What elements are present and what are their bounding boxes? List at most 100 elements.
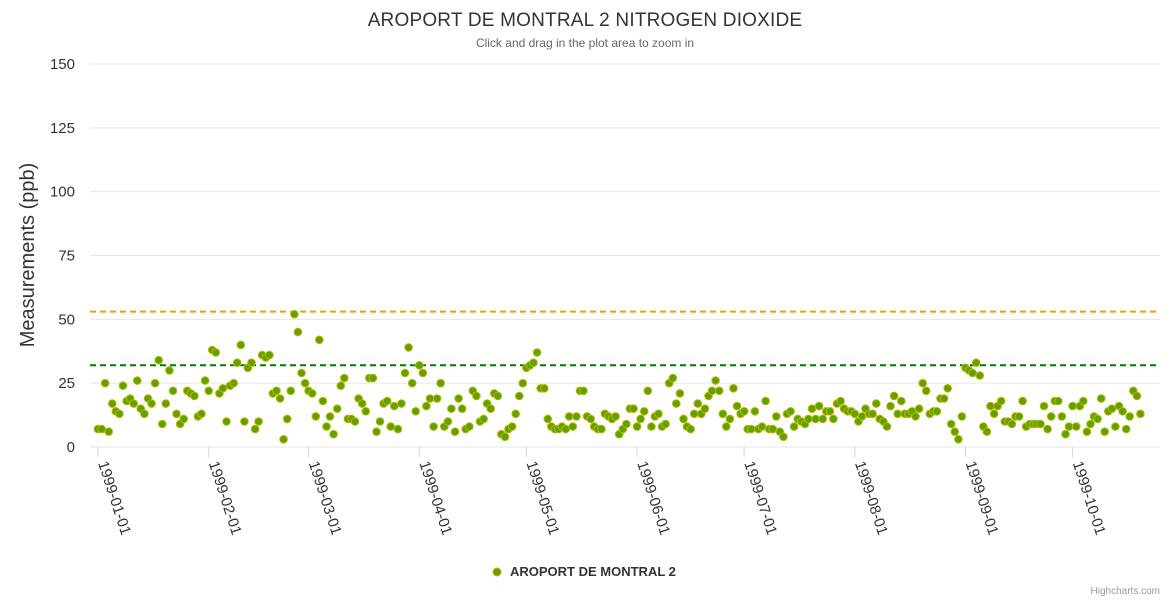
data-point[interactable] [104,427,113,437]
data-point[interactable] [739,407,749,416]
data-point[interactable] [675,389,685,398]
data-point[interactable] [779,432,788,442]
data-point[interactable] [457,404,467,414]
data-point[interactable] [540,384,549,393]
data-point[interactable] [179,414,188,424]
data-point[interactable] [129,399,138,408]
data-point[interactable] [572,412,581,421]
credits-link[interactable]: Highcharts.com [1091,586,1160,597]
data-point[interactable] [140,409,149,419]
data-point[interactable] [465,422,474,431]
data-point[interactable] [1079,396,1088,406]
data-point[interactable] [1125,412,1134,421]
data-point[interactable] [397,399,406,408]
data-point[interactable] [108,399,117,408]
data-point[interactable] [361,407,371,416]
data-point[interactable] [436,378,446,388]
data-point[interactable] [493,391,503,401]
data-point[interactable] [218,384,228,393]
data-point[interactable] [382,396,392,406]
data-point[interactable] [946,419,956,429]
data-point[interactable] [357,399,367,408]
data-point[interactable] [286,386,296,396]
data-point[interactable] [1014,412,1024,421]
data-point[interactable] [265,350,274,360]
data-point[interactable] [893,409,903,419]
data-point[interactable] [500,432,510,442]
data-point[interactable] [118,381,128,391]
data-point[interactable] [711,376,720,385]
data-point[interactable] [211,348,221,357]
data-point[interactable] [921,386,931,396]
data-point[interactable] [1082,427,1092,437]
data-point[interactable] [422,401,431,411]
data-point[interactable] [857,412,867,421]
data-point[interactable] [518,378,528,388]
data-point[interactable] [318,396,328,406]
data-point[interactable] [986,401,995,411]
data-point[interactable] [543,414,553,424]
data-point[interactable] [486,404,496,414]
data-point[interactable] [150,378,160,388]
data-point[interactable] [1071,422,1081,431]
data-point[interactable] [761,396,770,406]
data-point[interactable] [158,419,167,429]
data-point[interactable] [804,414,813,424]
data-point[interactable] [236,340,246,350]
data-point[interactable] [386,422,396,431]
data-point[interactable] [679,414,688,424]
data-point[interactable] [579,386,588,396]
data-point[interactable] [425,394,435,403]
data-point[interactable] [1018,396,1027,406]
data-point[interactable] [636,414,645,424]
data-point[interactable] [811,414,820,424]
data-point[interactable] [190,391,199,401]
data-point[interactable] [472,391,481,401]
data-point[interactable] [443,417,453,426]
data-point[interactable] [1068,401,1077,411]
data-point[interactable] [450,427,460,437]
data-point[interactable] [914,404,924,414]
data-point[interactable] [1136,409,1145,419]
data-point[interactable] [1054,396,1063,406]
data-point[interactable] [1043,424,1052,434]
data-point[interactable] [479,414,488,424]
data-point[interactable] [254,417,263,426]
data-point[interactable] [115,409,124,419]
data-point[interactable] [1093,414,1102,424]
data-point[interactable] [714,386,724,396]
data-point[interactable] [639,407,649,416]
data-point[interactable] [1132,391,1142,401]
data-point[interactable] [1036,419,1045,429]
legend-label[interactable]: AROPORT DE MONTRAL 2 [510,564,676,579]
data-point[interactable] [586,414,596,424]
data-point[interactable] [229,378,238,388]
data-point[interactable] [707,386,717,396]
data-point[interactable] [250,424,260,434]
data-point[interactable] [661,419,670,429]
data-point[interactable] [622,419,631,429]
data-points[interactable] [93,309,1145,444]
data-point[interactable] [996,396,1006,406]
data-point[interactable] [1039,401,1049,411]
data-point[interactable] [829,414,838,424]
data-point[interactable] [290,309,299,319]
data-point[interactable] [1061,429,1070,439]
data-point[interactable] [293,327,303,337]
data-point[interactable] [272,386,281,396]
data-point[interactable] [597,424,606,434]
data-point[interactable] [407,378,417,388]
data-point[interactable] [100,378,110,388]
data-point[interactable] [204,386,213,396]
data-point[interactable] [240,417,249,426]
data-point[interactable] [1100,427,1109,437]
data-point[interactable] [629,404,638,414]
data-point[interactable] [200,376,210,385]
data-point[interactable] [1096,394,1106,403]
data-point[interactable] [315,335,324,345]
data-point[interactable] [532,348,542,357]
data-point[interactable] [672,399,681,408]
data-point[interactable] [971,358,981,368]
data-point[interactable] [279,435,288,444]
data-point[interactable] [872,399,881,408]
